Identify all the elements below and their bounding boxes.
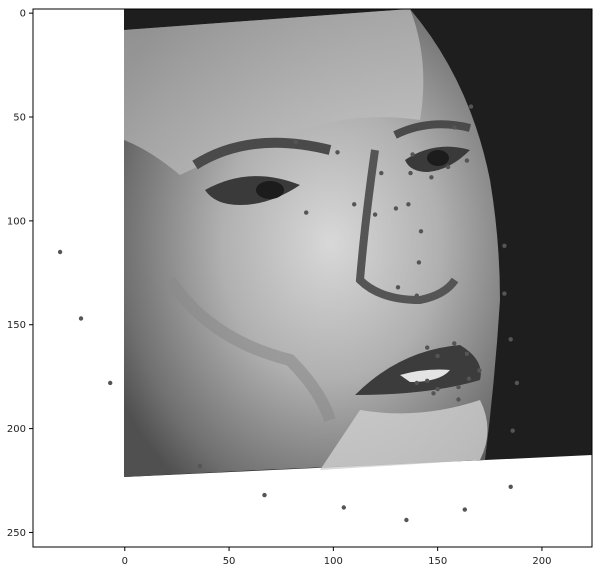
landmark-point (418, 229, 424, 234)
x-tick-label: 50 (223, 556, 236, 567)
left-brow (192, 137, 332, 170)
landmark-point (431, 295, 436, 300)
teeth (400, 369, 450, 382)
image-background (124, 9, 592, 477)
y-tick-label: 250 (7, 528, 26, 539)
landmark-point (414, 293, 419, 298)
chin (320, 400, 488, 470)
landmark-point (406, 202, 411, 207)
x-axis: 0 50 100 150 200 (122, 547, 551, 567)
landmark-point (431, 391, 436, 396)
landmark-point (508, 337, 513, 342)
right-pupil (427, 150, 449, 166)
landmark-points (57, 104, 520, 523)
landmark-point (143, 428, 148, 433)
landmark-point (410, 152, 415, 157)
landmark-point (372, 212, 378, 217)
landmark-point (352, 202, 357, 207)
landmark-point (435, 353, 440, 359)
right-brow (393, 120, 471, 139)
landmark-point (341, 505, 346, 510)
forehead-region (124, 9, 424, 175)
landmark-point (372, 156, 378, 161)
landmark-point (462, 507, 467, 512)
landmark-point (395, 285, 401, 290)
landmark-point (502, 291, 507, 296)
landmark-point (293, 139, 298, 145)
landmark-point (477, 368, 482, 373)
landmark-point (425, 378, 430, 383)
x-tick-label: 0 (122, 556, 128, 567)
landmark-point (335, 150, 340, 155)
y-tick-label: 100 (7, 216, 26, 227)
y-tick-label: 200 (7, 424, 26, 435)
landmark-point (304, 210, 309, 215)
landmark-point (78, 316, 84, 321)
axes-frame (32, 8, 593, 548)
landmark-point (502, 243, 507, 248)
landmark-point (408, 170, 413, 176)
nose-outline (355, 149, 459, 305)
landmark-point (414, 380, 419, 386)
landmark-point (464, 351, 470, 356)
landmark-point (57, 249, 63, 255)
landmark-point (435, 386, 440, 392)
x-tick-label: 200 (532, 556, 551, 567)
landmark-point (445, 164, 451, 170)
landmark-point (445, 287, 451, 292)
landmark-point (514, 380, 520, 386)
landmark-point (429, 175, 434, 180)
mouth (355, 345, 481, 395)
landmark-point (425, 345, 430, 350)
landmark-point (416, 260, 422, 265)
landmark-point (508, 484, 513, 489)
landmark-point (456, 397, 461, 402)
landmark-point (456, 384, 461, 390)
landmark-point (452, 125, 457, 130)
cheek-shadow (165, 276, 336, 423)
y-axis: 0 50 100 150 200 250 (7, 9, 33, 539)
landmark-point (393, 206, 399, 211)
landmark-point (452, 341, 457, 346)
y-tick-label: 150 (7, 320, 26, 331)
landmark-point (404, 517, 409, 523)
x-tick-label: 100 (324, 556, 343, 567)
landmark-point (468, 104, 474, 109)
landmark-point (379, 170, 384, 176)
landmark-point (466, 376, 472, 381)
x-tick-label: 150 (428, 556, 447, 567)
landmark-point (510, 428, 515, 433)
y-tick-label: 50 (13, 113, 26, 124)
landmark-point (262, 492, 267, 498)
landmark-point (197, 463, 203, 469)
landmark-point (108, 380, 113, 386)
landmark-point (464, 158, 470, 163)
left-pupil (256, 181, 284, 199)
y-tick-label: 0 (20, 9, 26, 20)
